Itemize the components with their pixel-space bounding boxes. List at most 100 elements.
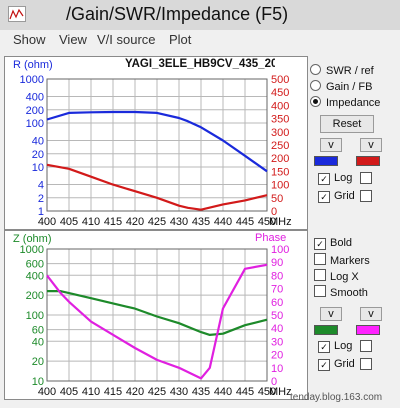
x-tick-label-10: 450 xyxy=(258,386,276,398)
markers-checkbox[interactable]: Markers xyxy=(314,253,370,267)
reset-button[interactable]: Reset xyxy=(320,115,374,133)
bold-checkbox[interactable]: ✓ Bold xyxy=(314,237,352,250)
lower-right-grid-box[interactable] xyxy=(360,358,372,370)
menu-vi-source[interactable]: V/I source xyxy=(97,32,156,47)
right-tick-label-7: 150 xyxy=(271,166,289,178)
lower-left-log-label: Log xyxy=(334,340,353,352)
lower-chart: 1000600400200100604020101009080706050403… xyxy=(20,244,292,398)
upper-right-log-box[interactable] xyxy=(360,172,372,184)
upper-right-log-checkbox[interactable] xyxy=(360,172,376,186)
series-line-right xyxy=(46,163,268,211)
left-tick-label-2: 200 xyxy=(26,105,44,117)
left-tick-label-7: 20 xyxy=(32,356,44,368)
title-bar: /Gain/SWR/Impedance (F5) xyxy=(0,0,400,30)
upper-right-color-button[interactable]: v xyxy=(360,138,382,152)
right-tick-label-4: 60 xyxy=(271,297,283,309)
lower-right-log-box[interactable] xyxy=(360,340,372,352)
upper-chart: 1000400200100402010421500450400350300250… xyxy=(20,74,292,228)
plot-frame xyxy=(46,78,268,212)
series-line-left xyxy=(46,110,268,173)
markers-box[interactable] xyxy=(314,253,326,265)
menu-show[interactable]: Show xyxy=(13,32,46,47)
upper-left-color-swatch[interactable] xyxy=(314,156,338,166)
left-tick-label-6: 10 xyxy=(32,162,44,174)
upper-right-grid-box[interactable] xyxy=(360,190,372,202)
x-tick-label-4: 420 xyxy=(126,216,144,228)
lower-left-color-swatch[interactable] xyxy=(314,325,338,335)
left-tick-label-8: 2 xyxy=(38,193,44,205)
upper-left-axis-label: R (ohm) xyxy=(13,59,53,71)
x-unit-label: MHz xyxy=(269,216,292,228)
lower-left-grid-label: Grid xyxy=(334,358,355,370)
x-tick-label-2: 410 xyxy=(82,216,100,228)
x-tick-label-5: 425 xyxy=(148,216,166,228)
markers-label: Markers xyxy=(330,255,370,267)
left-tick-label-1: 600 xyxy=(26,259,44,271)
smooth-box[interactable] xyxy=(314,285,326,297)
radio-gain-label: Gain / FB xyxy=(326,81,373,93)
watermark: tenday.blog.163.com xyxy=(290,392,383,403)
lower-right-color-swatch[interactable] xyxy=(356,325,380,335)
upper-left-log-checkbox[interactable]: ✓ Log xyxy=(318,172,352,185)
upper-left-grid-box[interactable]: ✓ xyxy=(318,191,330,203)
smooth-label: Smooth xyxy=(330,287,368,299)
logx-checkbox[interactable]: Log X xyxy=(314,269,359,283)
upper-plot: R (ohm) YAGI_3ELE_HB9CV_435_2014071 1000… xyxy=(4,56,308,230)
right-tick-label-6: 200 xyxy=(271,153,289,165)
radio-impedance-label: Impedance xyxy=(326,97,381,109)
x-tick-label-8: 440 xyxy=(214,386,232,398)
radio-impedance-dot[interactable] xyxy=(310,96,321,107)
left-tick-label-5: 20 xyxy=(32,149,44,161)
right-tick-label-9: 50 xyxy=(271,193,283,205)
right-tick-label-5: 50 xyxy=(271,310,283,322)
left-tick-label-1: 400 xyxy=(26,92,44,104)
right-tick-label-10: 0 xyxy=(271,376,277,388)
right-tick-label-5: 250 xyxy=(271,140,289,152)
radio-swr-dot[interactable] xyxy=(310,64,321,75)
right-tick-label-8: 20 xyxy=(271,350,283,362)
lower-control-panel: ✓ Bold Markers Log X Smooth v v ✓ Log ✓ Gri… xyxy=(310,232,396,402)
antenna-name: YAGI_3ELE_HB9CV_435_2014071 xyxy=(125,58,275,70)
lower-plot: Z (ohm) Phase 1000 600 400 200 100 60 40 20 10 10… xyxy=(4,230,308,400)
radio-gain[interactable]: Gain / FB xyxy=(310,80,372,95)
x-tick-label-7: 435 xyxy=(192,386,210,398)
right-tick-label-4: 300 xyxy=(271,127,289,139)
upper-right-grid-checkbox[interactable] xyxy=(360,190,376,204)
x-unit-label: MHz xyxy=(269,386,292,398)
smooth-checkbox[interactable]: Smooth xyxy=(314,285,368,299)
lower-right-grid-checkbox[interactable] xyxy=(360,358,376,372)
bold-box[interactable]: ✓ xyxy=(314,238,326,250)
upper-right-color-swatch[interactable] xyxy=(356,156,380,166)
series-line-left xyxy=(47,289,268,337)
x-tick-label-6: 430 xyxy=(170,386,188,398)
lower-right-log-checkbox[interactable] xyxy=(360,340,376,354)
radio-impedance[interactable]: Impedance xyxy=(310,96,380,111)
radio-swr[interactable]: SWR / ref xyxy=(310,64,374,79)
lower-right-axis-label: Phase xyxy=(255,232,287,244)
x-tick-label-9: 445 xyxy=(236,386,254,398)
upper-left-color-button[interactable]: v xyxy=(320,138,342,152)
left-tick-label-3: 200 xyxy=(26,290,44,302)
lower-left-grid-box[interactable]: ✓ xyxy=(318,359,330,371)
left-tick-label-0: 1000 xyxy=(20,74,44,86)
window-title: /Gain/SWR/Impedance (F5) xyxy=(66,4,289,24)
lower-left-log-checkbox[interactable]: ✓ Log xyxy=(318,340,352,353)
x-tick-label-0: 400 xyxy=(38,216,56,228)
lower-left-log-box[interactable]: ✓ xyxy=(318,341,330,353)
right-tick-label-3: 350 xyxy=(271,114,289,126)
menu-view[interactable]: View xyxy=(59,32,87,47)
lower-left-grid-checkbox[interactable]: ✓ Grid xyxy=(318,358,355,371)
lower-right-color-button[interactable]: v xyxy=(360,307,382,321)
menu-plot[interactable]: Plot xyxy=(169,32,192,47)
logx-box[interactable] xyxy=(314,269,326,281)
radio-gain-dot[interactable] xyxy=(310,80,321,91)
lower-left-color-button[interactable]: v xyxy=(320,307,342,321)
lower-left-axis-label: Z (ohm) xyxy=(13,233,52,245)
left-tick-label-3: 100 xyxy=(26,118,44,130)
x-tick-label-7: 435 xyxy=(192,216,210,228)
x-tick-label-8: 440 xyxy=(214,216,232,228)
upper-left-log-box[interactable]: ✓ xyxy=(318,173,330,185)
x-tick-label-6: 430 xyxy=(170,216,188,228)
upper-left-grid-checkbox[interactable]: ✓ Grid xyxy=(318,190,355,203)
upper-control-panel: SWR / ref Gain / FB Impedance Reset v v … xyxy=(310,58,396,230)
